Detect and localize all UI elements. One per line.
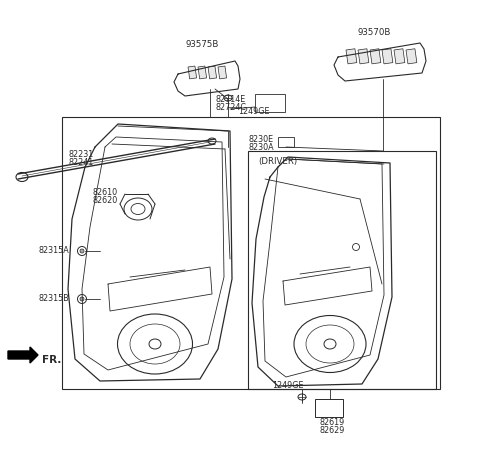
Text: 82315B: 82315B: [38, 293, 69, 302]
Text: 8230E: 8230E: [248, 135, 273, 144]
Bar: [370, 50, 381, 65]
Text: 1249GE: 1249GE: [272, 380, 303, 389]
Text: 82620: 82620: [92, 196, 117, 205]
Text: 1249GE: 1249GE: [238, 107, 269, 116]
Bar: [198, 67, 206, 80]
Bar: [248, 152, 436, 389]
Text: 93575B: 93575B: [185, 40, 218, 49]
Ellipse shape: [80, 249, 84, 253]
Bar: [218, 67, 227, 80]
Bar: [346, 50, 357, 65]
Bar: [315, 399, 343, 417]
Text: (DRIVER): (DRIVER): [258, 156, 297, 166]
Bar: [278, 138, 294, 147]
Bar: [62, 118, 440, 389]
Bar: [394, 50, 405, 65]
Bar: [208, 67, 216, 80]
Polygon shape: [8, 347, 38, 363]
Bar: [358, 50, 369, 65]
Text: 82241: 82241: [68, 158, 93, 166]
Text: 82315A: 82315A: [38, 245, 69, 254]
Text: 93570B: 93570B: [358, 28, 391, 37]
Text: 82610: 82610: [92, 188, 117, 197]
Text: FR.: FR.: [42, 354, 61, 364]
Text: 82714E: 82714E: [215, 95, 245, 104]
Bar: [406, 50, 417, 65]
Text: 82619: 82619: [320, 417, 345, 426]
Text: 82724C: 82724C: [215, 103, 246, 112]
Bar: [188, 67, 197, 80]
Text: 8230A: 8230A: [248, 143, 274, 152]
Bar: [382, 50, 393, 65]
Text: 82231: 82231: [68, 150, 93, 159]
Text: 82629: 82629: [320, 425, 346, 434]
Bar: [255, 95, 285, 113]
Ellipse shape: [80, 297, 84, 301]
